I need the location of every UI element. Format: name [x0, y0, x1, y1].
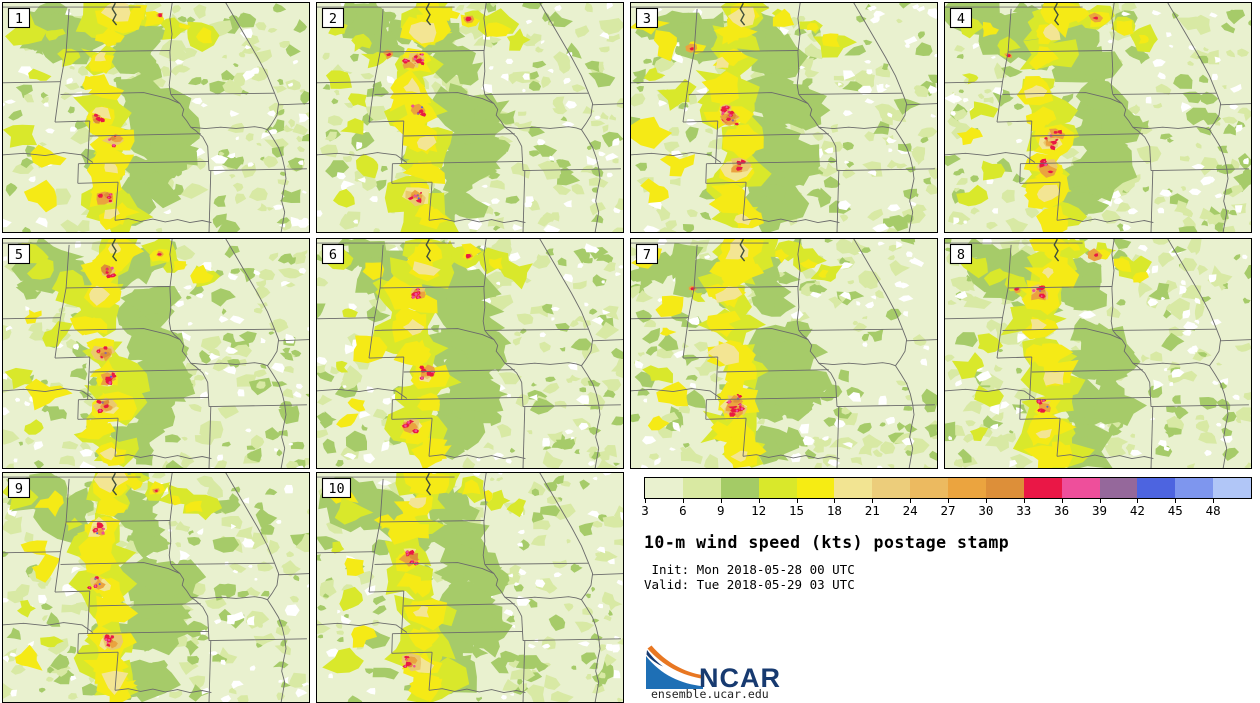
- colorbar-tick: [948, 499, 949, 503]
- colorbar-segment: [645, 478, 683, 498]
- colorbar-tick: [872, 499, 874, 503]
- colorbar: [644, 477, 1252, 499]
- panel-label: 3: [643, 11, 651, 27]
- panel-label: 4: [957, 11, 965, 27]
- colorbar-tick: [985, 499, 987, 503]
- map-panel-9: 9: [2, 472, 310, 703]
- colorbar-tick-label: 21: [864, 503, 880, 518]
- colorbar-tick-label: 45: [1167, 503, 1183, 518]
- colorbar-segment: [1023, 478, 1062, 498]
- colorbar-tick-label: 48: [1205, 503, 1221, 518]
- panel-label-box: [7, 7, 31, 29]
- colorbar-tick-label: 18: [826, 503, 842, 518]
- wind-speed-map: 4: [944, 2, 1252, 233]
- panel-label-box: [7, 243, 31, 265]
- panel-label-box: [321, 7, 345, 29]
- colorbar-tick: [645, 499, 646, 503]
- colorbar-tick: [1137, 499, 1139, 503]
- panel-label: 10: [328, 481, 344, 497]
- map-panel-4: 4: [944, 2, 1252, 233]
- colorbar-segment: [872, 478, 911, 498]
- panel-label: 5: [15, 247, 23, 263]
- panel-label-box: [949, 7, 973, 29]
- panel-label-box: [321, 477, 352, 499]
- colorbar-tick: [796, 499, 798, 503]
- colorbar-tick-label: 12: [751, 503, 767, 518]
- colorbar-tick-label: 15: [788, 503, 805, 518]
- colorbar-segment: [910, 478, 948, 498]
- panel-label-box: [949, 243, 973, 265]
- colorbar-tick: [1061, 499, 1063, 503]
- map-panel-6: 6: [316, 238, 624, 469]
- valid-time-label: Valid: Tue 2018-05-29 03 UTC: [644, 577, 855, 592]
- colorbar-segment: [720, 478, 759, 498]
- panel-label-box: [635, 243, 659, 265]
- wind-speed-map: 8: [944, 238, 1252, 469]
- colorbar-tick-row: 3 6 9 12 15 18 21 24 27 30 33 36 39 42 45 48: [641, 499, 1255, 519]
- wind-speed-map: 3: [630, 2, 938, 233]
- colorbar-segment: [985, 478, 1024, 498]
- panel-label-box: [321, 243, 345, 265]
- map-panel-3: 3: [630, 2, 938, 233]
- brand-url: ensemble.ucar.edu: [651, 687, 769, 701]
- map-panel-5: 5: [2, 238, 310, 469]
- colorbar-tick: [834, 499, 836, 503]
- ncar-logo-icon: [646, 645, 703, 689]
- colorbar-segment: [1175, 478, 1214, 498]
- colorbar-tick: [1023, 499, 1025, 503]
- colorbar-tick-label: 24: [902, 503, 918, 518]
- map-panel-1: 1: [2, 2, 310, 233]
- colorbar-segment: [1099, 478, 1138, 498]
- map-panel-2: 2: [316, 2, 624, 233]
- panel-label: 9: [15, 481, 23, 497]
- colorbar-tick-label: 6: [679, 503, 687, 518]
- panel-label: 6: [329, 247, 337, 263]
- colorbar-tick-label: 30: [978, 503, 994, 518]
- map-panel-7: 7: [630, 238, 938, 469]
- colorbar-tick-label: 33: [1016, 503, 1032, 518]
- init-time-label: Init: Mon 2018-05-28 00 UTC: [644, 562, 855, 577]
- wind-speed-map: 7: [630, 238, 938, 469]
- map-panel-10: 10: [316, 472, 624, 703]
- colorbar-tick: [910, 499, 912, 503]
- wind-speed-map: 5: [2, 238, 310, 469]
- panel-label-box: [635, 7, 659, 29]
- colorbar-segment: [948, 478, 986, 498]
- wind-speed-map: 9: [2, 472, 310, 703]
- wind-speed-map: 10: [316, 472, 624, 703]
- colorbar-segment: [1213, 478, 1251, 498]
- colorbar-tick: [1213, 499, 1215, 503]
- colorbar-segment: [834, 478, 873, 498]
- panel-label-box: [7, 477, 31, 499]
- colorbar-segment: [682, 478, 721, 498]
- colorbar-tick: [1175, 499, 1177, 503]
- panel-label: 7: [643, 247, 651, 263]
- map-panel-8: 8: [944, 238, 1252, 469]
- colorbar-tick: [1099, 499, 1101, 503]
- colorbar-tick-label: 3: [641, 503, 649, 518]
- panel-label: 2: [329, 11, 337, 27]
- colorbar-segment: [1061, 478, 1100, 498]
- colorbar-tick-label: 42: [1129, 503, 1145, 518]
- colorbar-tick-label: 27: [940, 503, 956, 518]
- colorbar-tick-label: 36: [1054, 503, 1070, 518]
- ncar-wordmark: NCAR: [699, 662, 781, 693]
- panel-label: 8: [957, 247, 965, 263]
- colorbar-tick: [720, 499, 722, 503]
- figure-title: 10-m wind speed (kts) postage stamp: [644, 533, 1010, 552]
- wind-speed-map: 1: [2, 2, 310, 233]
- wind-speed-map: 2: [316, 2, 624, 233]
- colorbar-tick: [758, 499, 760, 503]
- panel-label: 1: [15, 11, 23, 27]
- colorbar-segment: [796, 478, 835, 498]
- colorbar-segment: [758, 478, 797, 498]
- colorbar-segment: [1137, 478, 1176, 498]
- wind-speed-map: 6: [316, 238, 624, 469]
- ncar-brand: NCAR: [646, 645, 781, 693]
- colorbar-tick-label: 9: [716, 503, 725, 518]
- colorbar-tick: [682, 499, 684, 503]
- colorbar-tick-label: 39: [1091, 503, 1108, 518]
